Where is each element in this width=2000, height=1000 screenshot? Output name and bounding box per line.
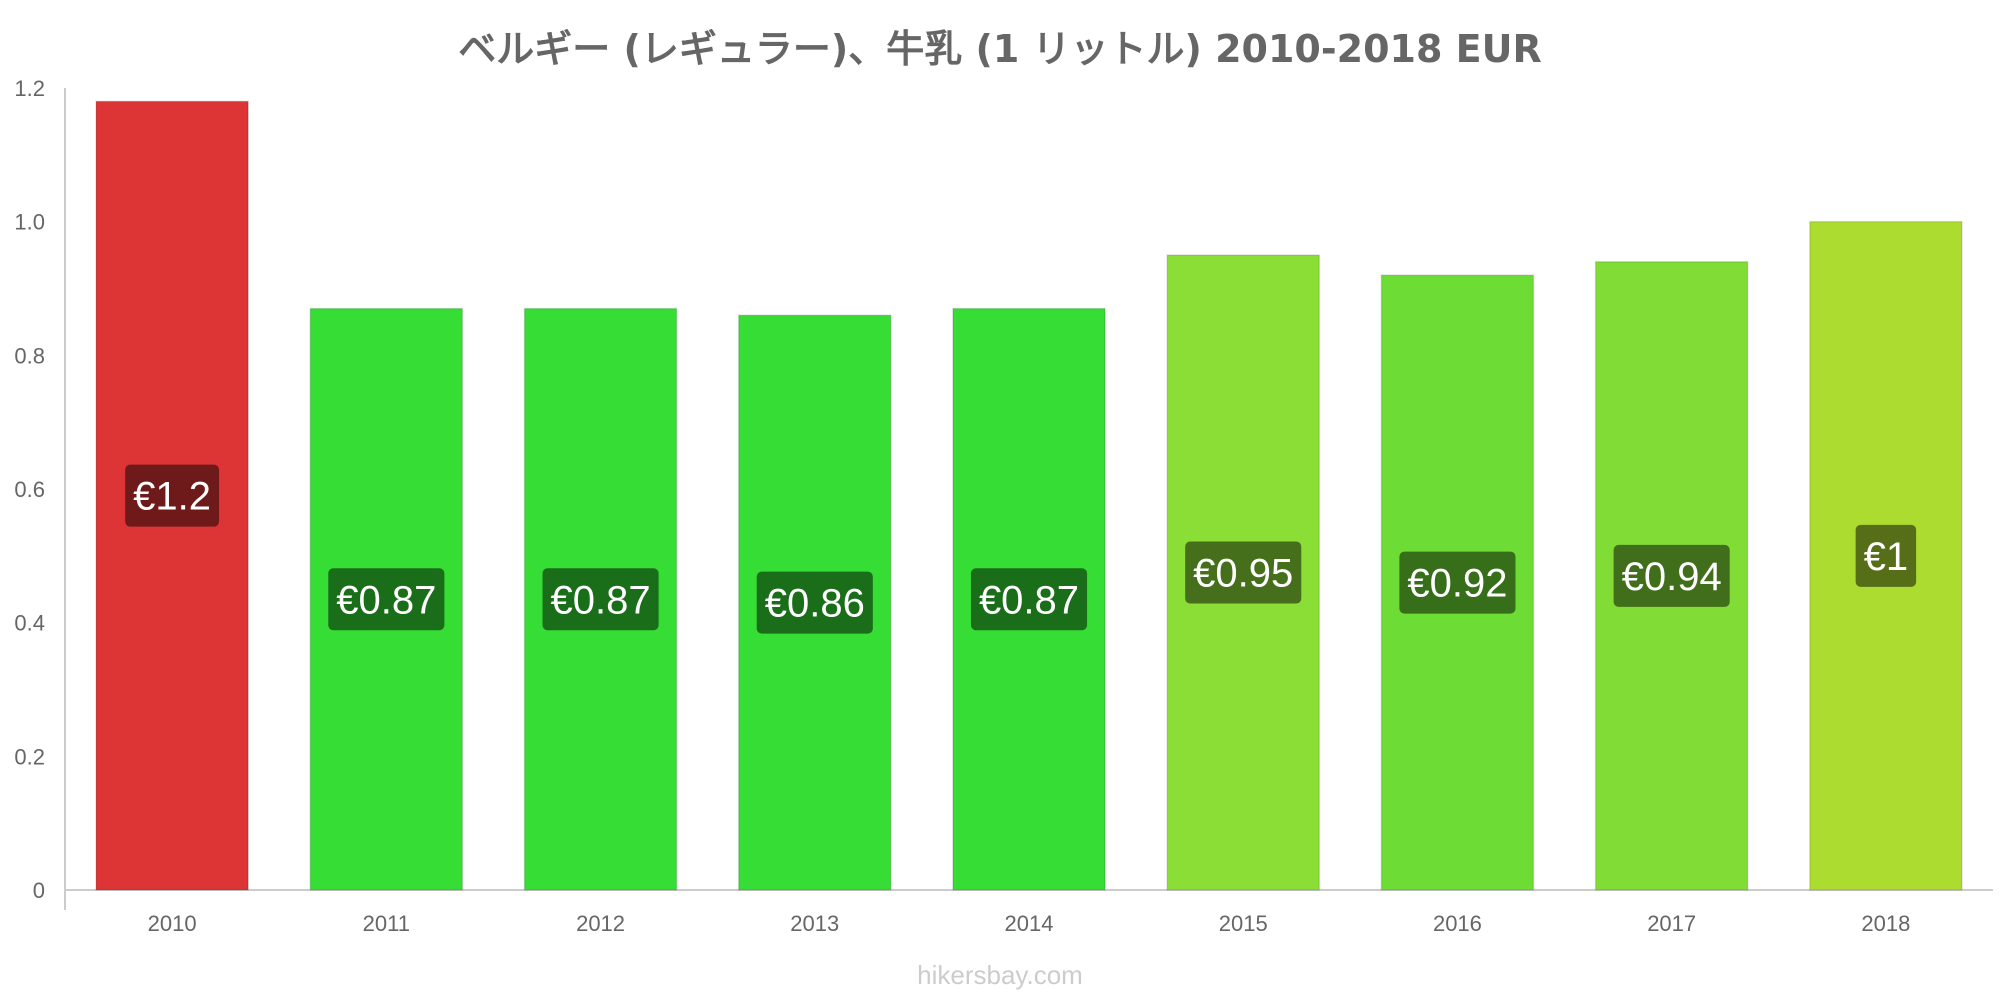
y-tick-label: 0.8 xyxy=(14,343,45,368)
data-label-box xyxy=(1399,551,1516,614)
data-label-box xyxy=(328,568,445,631)
x-tick-label: 2015 xyxy=(1219,911,1268,936)
y-tick-label: 1.0 xyxy=(14,210,45,235)
y-tick-label: 1.2 xyxy=(14,76,45,101)
data-label-box xyxy=(125,464,220,527)
x-tick-label: 2017 xyxy=(1647,911,1696,936)
x-tick-label: 2014 xyxy=(1005,911,1054,936)
x-tick-label: 2012 xyxy=(576,911,625,936)
x-tick-label: 2018 xyxy=(1861,911,1910,936)
data-label: €0.87 xyxy=(336,578,436,622)
x-tick-label: 2016 xyxy=(1433,911,1482,936)
y-tick-label: 0.2 xyxy=(14,744,45,769)
data-label-box xyxy=(1613,544,1730,607)
x-tick-label: 2010 xyxy=(148,911,197,936)
data-label: €0.87 xyxy=(979,578,1079,622)
data-label-box xyxy=(1185,541,1302,604)
x-tick-label: 2011 xyxy=(363,911,410,936)
data-label: €0.94 xyxy=(1622,555,1722,599)
data-label: €0.86 xyxy=(765,582,865,626)
y-tick-label: 0 xyxy=(33,878,45,903)
data-label: €1.2 xyxy=(133,475,211,519)
data-label: €0.95 xyxy=(1193,552,1293,596)
data-label-box xyxy=(756,571,873,634)
data-label: €1 xyxy=(1864,535,1909,579)
data-label: €0.87 xyxy=(551,578,651,622)
data-label: €0.92 xyxy=(1407,562,1507,606)
chart-title: ベルギー (レギュラー)、牛乳 (1 リットル) 2010-2018 EUR xyxy=(458,27,1542,71)
watermark: hikersbay.com xyxy=(917,960,1083,990)
data-label-box xyxy=(542,568,659,631)
x-tick-label: 2013 xyxy=(790,911,839,936)
y-tick-label: 0.4 xyxy=(14,611,45,636)
data-label-box xyxy=(1855,524,1917,587)
data-label-box xyxy=(970,568,1088,631)
y-tick-label: 0.6 xyxy=(14,477,45,502)
